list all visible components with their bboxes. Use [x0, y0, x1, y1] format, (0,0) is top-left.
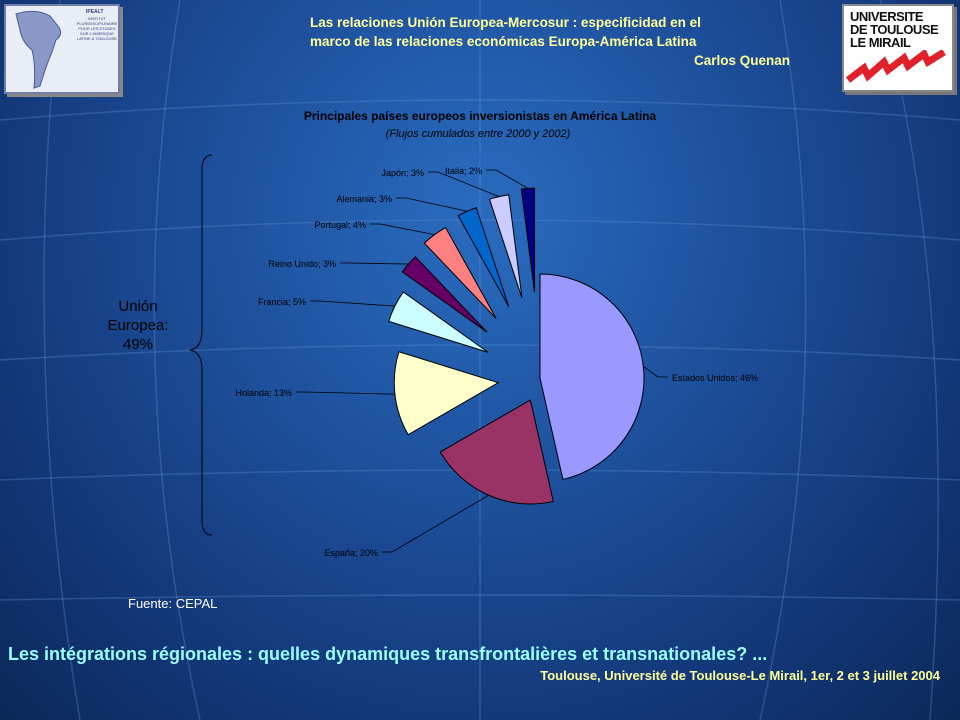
- bracket-label-line-2: Europea:: [108, 317, 169, 334]
- header-line-2: marco de las relaciones económicas Europ…: [310, 34, 697, 49]
- pie-slice-2: [393, 351, 500, 436]
- ue-bracket: [189, 154, 213, 536]
- slice-label-3: Francia; 5%: [258, 297, 306, 307]
- leader-line-6: [396, 197, 468, 212]
- leader-line-5: [370, 223, 435, 236]
- header-author: Carlos Quenan: [693, 53, 790, 68]
- pie-slice-1: [439, 399, 554, 505]
- pie-slice-6: [457, 207, 510, 307]
- logo-right-line-2: DE TOULOUSE: [850, 22, 939, 37]
- logo-left-subtitle: INSTITUT PLURIDISCIPLINAIRE POUR LES ETU…: [76, 16, 118, 41]
- slice-label-5: Portugal; 4%: [314, 220, 366, 230]
- footer-subtitle: Toulouse, Université de Toulouse-Le Mira…: [540, 668, 940, 683]
- ipealt-logo: IPEALT INSTITUT PLURIDISCIPLINAIRE POUR …: [4, 4, 120, 94]
- leader-line-7: [428, 171, 500, 197]
- leader-line-0: [643, 366, 668, 378]
- pie-slice-5: [423, 226, 497, 319]
- university-logo: UNIVERSITE DE TOULOUSE LE MIRAIL: [842, 4, 954, 92]
- slice-label-4: Reino Unido; 3%: [268, 259, 336, 269]
- leader-line-1: [382, 494, 489, 553]
- header-line-1: Las relaciones Unión Europea-Mercosur : …: [310, 15, 701, 30]
- chart-source: Fuente: CEPAL: [128, 596, 218, 611]
- slice-label-1: España; 20%: [324, 548, 378, 558]
- pie-slice-8: [520, 187, 536, 293]
- slice-label-8: Italia; 2%: [445, 166, 482, 176]
- pie-slice-7: [488, 194, 523, 299]
- pie-slice-3: [388, 291, 489, 353]
- slice-label-0: Estados Unidos; 46%: [672, 373, 758, 383]
- slice-label-7: Japón; 3%: [381, 168, 424, 178]
- leader-line-3: [310, 300, 395, 307]
- footer-title: Les intégrations régionales : quelles dy…: [8, 644, 768, 664]
- leader-line-2: [296, 391, 395, 395]
- bracket-label-line-3: 49%: [123, 336, 153, 353]
- logo-right-line-1: UNIVERSITE: [850, 9, 924, 24]
- pie-slice-0: [539, 273, 645, 481]
- slice-label-2: Holanda; 13%: [235, 388, 292, 398]
- pie-slice-4: [401, 256, 488, 333]
- leader-line-4: [340, 262, 409, 265]
- red-zigzag-logo-icon: [845, 50, 946, 83]
- leader-line-8: [486, 169, 529, 189]
- chart-title: Principales países europeos inversionist…: [304, 109, 657, 123]
- logo-left-title: IPEALT: [86, 9, 104, 15]
- chart-subtitle: (Flujos cumulados entre 2000 y 2002): [386, 128, 571, 140]
- logo-right-line-3: LE MIRAIL: [850, 35, 911, 50]
- bracket-label-line-1: Unión: [118, 298, 157, 315]
- slice-label-6: Alemania; 3%: [336, 194, 392, 204]
- presentation-header: Las relaciones Unión Europea-Mercosur : …: [300, 13, 790, 70]
- latin-america-map-icon: [15, 10, 62, 89]
